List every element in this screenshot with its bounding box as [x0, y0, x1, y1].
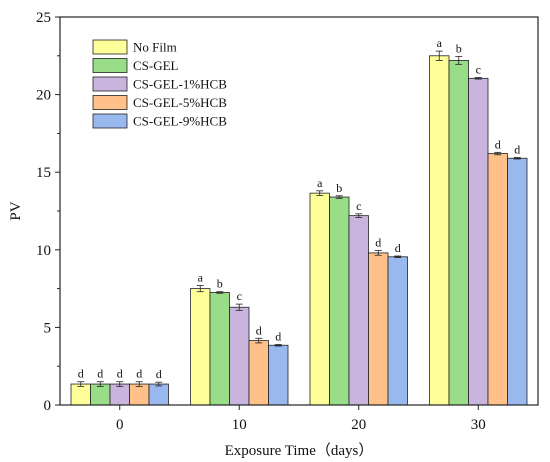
y-tick-label: 25 — [36, 10, 51, 26]
bar — [148, 383, 169, 406]
bar — [209, 292, 230, 406]
bar — [387, 256, 408, 406]
significance-label: b — [217, 277, 223, 291]
legend-label: No Film — [133, 40, 177, 55]
axes-layer: 0 5 10 15 20 25 0 10 20 30 — [36, 10, 539, 433]
bar — [329, 196, 350, 406]
significance-label: b — [336, 181, 342, 195]
bar — [70, 383, 91, 406]
legend-swatch — [92, 58, 128, 73]
bar — [190, 288, 211, 406]
bar — [348, 215, 369, 406]
x-axis-title: Exposure Time（days） — [225, 442, 374, 459]
significance-label: c — [356, 199, 361, 213]
y-tick-label: 5 — [44, 320, 52, 336]
bar — [229, 306, 250, 406]
bar — [429, 55, 450, 406]
significance-label: a — [437, 36, 443, 50]
significance-label: a — [317, 176, 323, 190]
y-tick-label: 20 — [36, 88, 51, 104]
bar — [268, 344, 289, 406]
significance-label: d — [275, 329, 281, 343]
legend-swatch — [92, 95, 128, 110]
bar — [487, 153, 508, 406]
significance-label: d — [78, 367, 84, 381]
x-tick-label: 20 — [351, 417, 366, 433]
bar — [129, 383, 150, 406]
significance-label: d — [495, 137, 501, 151]
significance-label: b — [456, 42, 462, 56]
significance-label: d — [136, 367, 142, 381]
significance-label: d — [514, 142, 520, 156]
legend-label: CS-GEL-9%HCB — [133, 114, 227, 129]
bar — [368, 252, 389, 406]
legend-swatch — [92, 76, 128, 92]
x-tick-label: 0 — [116, 417, 124, 433]
bar — [468, 77, 489, 406]
y-tick-label: 10 — [36, 243, 51, 259]
significance-label: c — [476, 63, 481, 77]
legend-label: CS-GEL-1%HCB — [133, 77, 227, 92]
significance-label: c — [237, 289, 242, 303]
significance-label: d — [256, 323, 262, 337]
significance-label: d — [97, 367, 103, 381]
bar — [507, 157, 528, 406]
x-tick-label: 10 — [232, 417, 247, 433]
bar — [309, 192, 330, 406]
legend-swatch — [92, 113, 128, 129]
legend: No Film CS-GEL CS-GEL-1%HCB CS-GEL-5%HCB CS-… — [92, 39, 227, 129]
significance-label: d — [375, 236, 381, 250]
legend-label: CS-GEL-5%HCB — [133, 95, 227, 110]
legend-label: CS-GEL — [133, 58, 179, 73]
bar — [248, 340, 269, 406]
significance-label: d — [156, 367, 162, 381]
x-tick-label: 30 — [471, 417, 486, 433]
significance-label: d — [117, 367, 123, 381]
y-tick-label: 0 — [44, 398, 52, 414]
y-axis-title: PV — [8, 201, 24, 220]
bar — [109, 383, 130, 406]
significance-label: a — [198, 270, 204, 284]
y-tick-label: 15 — [36, 165, 51, 181]
bar — [90, 383, 111, 406]
legend-swatch — [92, 39, 128, 55]
bar — [448, 60, 469, 406]
significance-label: d — [395, 241, 401, 255]
